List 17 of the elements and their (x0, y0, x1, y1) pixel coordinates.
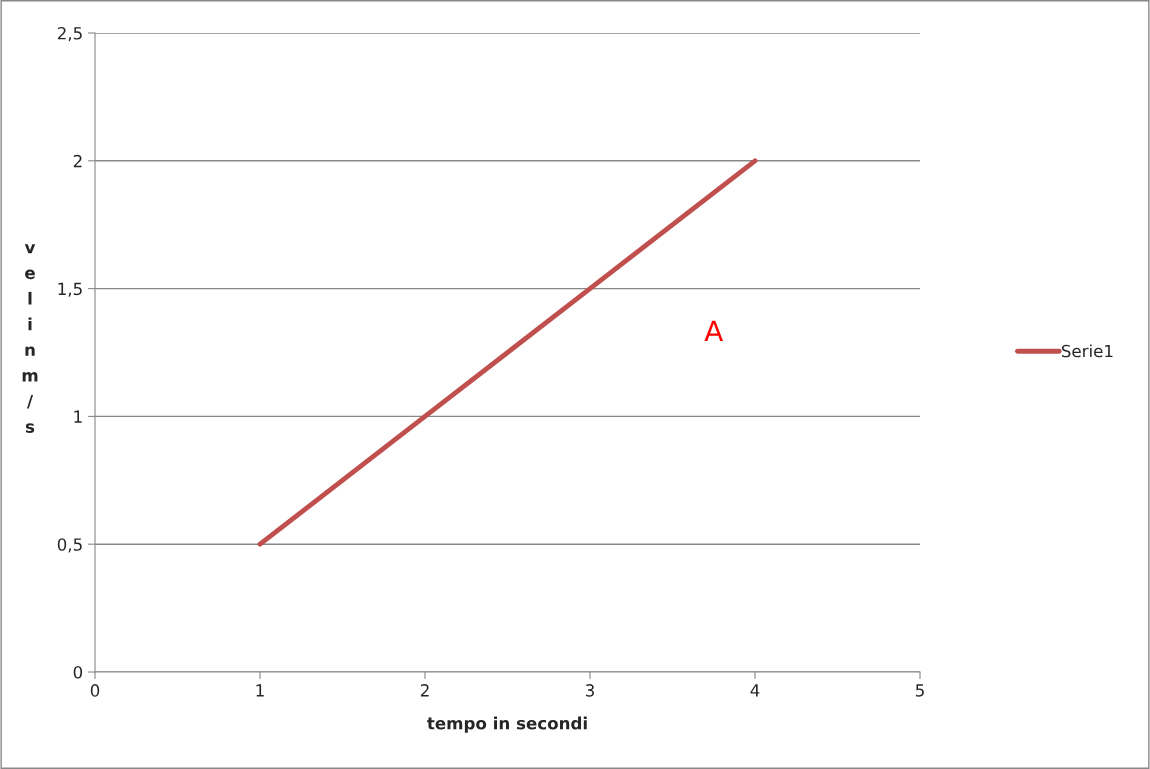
x-tick-label: 5 (915, 684, 924, 697)
y-tick-label: 0,5 (57, 538, 82, 553)
y-tick-label: 2,5 (57, 26, 82, 42)
x-axis-title: tempo in secondi (427, 716, 587, 733)
y-tick-label: 1,5 (58, 282, 82, 297)
y-axis-title: vel in m/s (22, 244, 38, 433)
x-tick-label: 2 (420, 684, 429, 697)
y-tick-label: 2 (73, 154, 82, 168)
annotation: A (704, 320, 724, 341)
x-tick-label: 3 (585, 684, 594, 697)
y-tick-label: 1 (74, 410, 82, 423)
x-tick-label: 0 (90, 684, 100, 697)
y-tick-label: 0 (73, 665, 83, 679)
legend-label: Serie1 (1061, 344, 1113, 358)
x-tick-label: 4 (750, 684, 760, 697)
x-tick-label: 1 (256, 684, 264, 697)
line-series (257, 158, 758, 547)
